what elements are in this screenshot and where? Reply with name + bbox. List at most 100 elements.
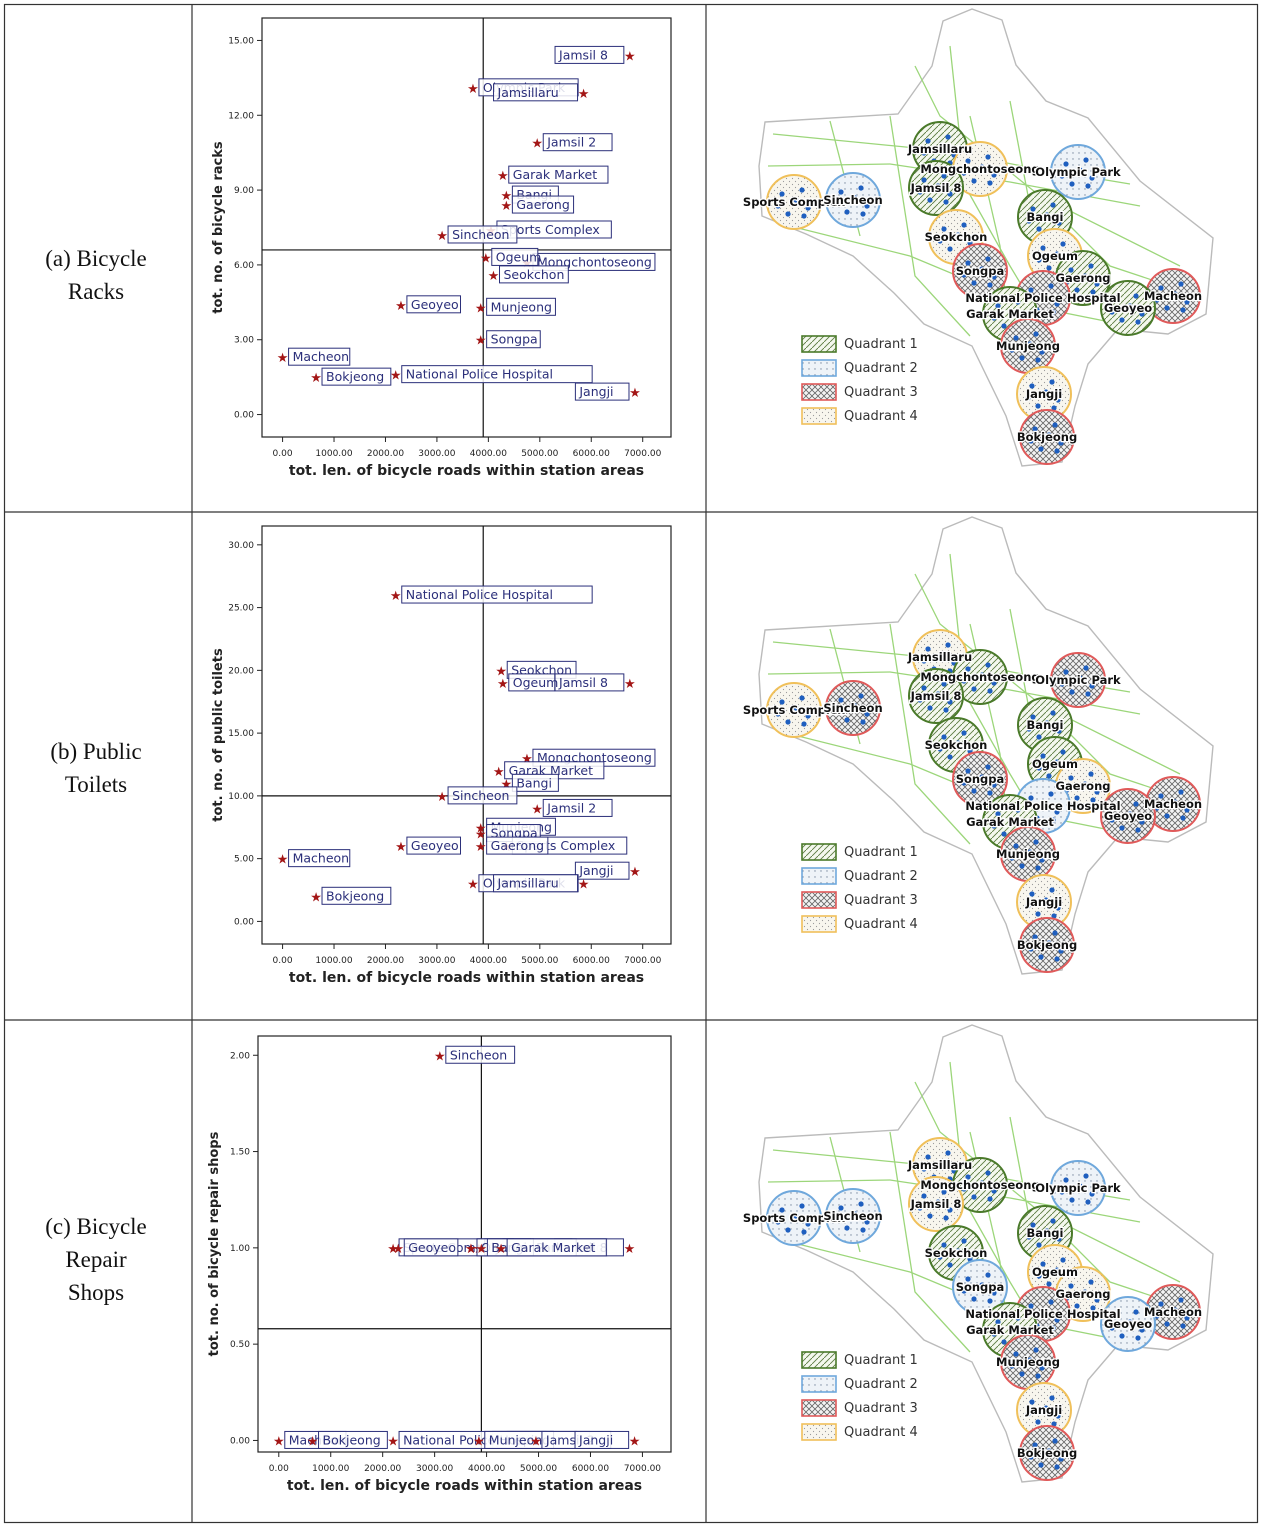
point-label-text: Munjeong: [489, 1432, 550, 1447]
facility-dot: [921, 177, 927, 183]
facility-dot: [1172, 799, 1178, 805]
facility-dot: [1054, 1267, 1060, 1273]
facility-dot: [1164, 1321, 1170, 1327]
x-tick-label: 6000.00: [572, 1464, 609, 1474]
point-label-geoyeo: Geoyeo: [403, 1238, 459, 1257]
x-axis-label: tot. len. of bicycle roads within statio…: [289, 970, 644, 986]
facility-dot: [864, 203, 870, 209]
facility-dot: [971, 788, 977, 794]
facility-dot: [1139, 311, 1145, 317]
facility-dot: [1184, 299, 1190, 305]
point-label-bangi: Bangi: [511, 773, 559, 792]
facility-dot: [1050, 1218, 1056, 1224]
map-legend: Quadrant 1 Quadrant 2 Quadrant 3 Quadrant 4: [801, 1351, 918, 1441]
facility-dot: [1158, 285, 1164, 291]
point-label-box: [403, 1238, 459, 1257]
facility-dot: [1032, 934, 1038, 940]
station-label-munjeong: Munjeong: [996, 1355, 1060, 1369]
station-label-gaerong: Gaerong: [1056, 1287, 1111, 1301]
facility-dot: [961, 1186, 967, 1192]
facility-dot: [991, 680, 997, 686]
facility-dot: [1015, 807, 1021, 813]
station-label-macheon: Macheon: [1144, 797, 1202, 811]
station-label-sincheon: Sincheon: [823, 1209, 882, 1223]
facility-dot: [1027, 1357, 1033, 1363]
point-label-box: [486, 297, 556, 316]
facility-dot: [1035, 1419, 1041, 1425]
facility-dot: [1127, 303, 1133, 309]
point-label-box: [493, 874, 579, 893]
facility-dot: [1027, 341, 1033, 347]
legend-swatch-quadrant-2: [801, 1375, 837, 1393]
point-label-sincheon: Sincheon: [447, 225, 518, 244]
point-label-songpa: Songpa: [486, 330, 541, 349]
x-tick-label: 1000.00: [315, 449, 352, 459]
station-buffer: [952, 243, 1008, 299]
point-jangji: ★: [629, 386, 641, 401]
facility-dot: [921, 1193, 927, 1199]
facility-dot: [971, 686, 977, 692]
legend-swatch-quadrant-2: [801, 359, 837, 377]
point-label-text: Ogeum: [513, 675, 559, 690]
station-label-bangi: Bangi: [1027, 210, 1064, 224]
facility-dot: [1154, 1313, 1160, 1319]
facility-dot: [801, 721, 807, 727]
point-ogeum: ★: [480, 251, 492, 266]
facility-dot: [985, 256, 991, 262]
legend-label-quadrant-1: Quadrant 1: [844, 337, 918, 352]
facility-dot: [1133, 1309, 1139, 1315]
x-tick-label: 5000.00: [520, 1464, 557, 1474]
point-label-box: [486, 836, 549, 855]
y-tick-label: 0.00: [234, 411, 254, 421]
point-label-box: [493, 83, 579, 102]
facility-dot: [941, 681, 947, 687]
point-jamsil-8: ★: [624, 677, 636, 692]
x-tick-label: 1000.00: [312, 1464, 349, 1474]
point-munjeong: ★: [475, 821, 487, 836]
legend-swatch-quadrant-4: [801, 915, 837, 933]
point-label-text: Bangi: [516, 775, 552, 790]
legend-swatch-quadrant-1: [801, 843, 837, 861]
legend-swatch-quadrant-3: [801, 891, 837, 909]
row-label-bicycle-racks: (a) Bicycle Racks: [45, 246, 147, 304]
facility-dot: [1028, 1303, 1034, 1309]
point-olympic-park: ★: [465, 1242, 477, 1257]
y-tick-label: 3.00: [234, 336, 254, 346]
station-label-songpa: Songpa: [956, 772, 1005, 786]
facility-dot: [1083, 1173, 1089, 1179]
facility-dot: [941, 1242, 947, 1248]
facility-dot: [1044, 212, 1050, 218]
facility-dot: [1019, 1371, 1025, 1377]
y-tick-label: 15.00: [228, 36, 254, 46]
facility-dot: [1178, 789, 1184, 795]
station-label-seokchon: Seokchon: [925, 738, 988, 752]
facility-dot: [1058, 948, 1064, 954]
facility-dot: [1039, 349, 1045, 355]
facility-dot: [1089, 683, 1095, 689]
facility-dot: [961, 272, 967, 278]
facility-dot: [1094, 1297, 1100, 1303]
facility-dot: [1184, 807, 1190, 813]
facility-dot: [1025, 1411, 1031, 1417]
facility-dot: [1077, 1183, 1083, 1189]
facility-dot: [1058, 440, 1064, 446]
facility-dot: [1051, 405, 1057, 411]
point-label-text: Jamsil 8: [558, 675, 608, 690]
facility-dot: [921, 1166, 927, 1172]
facility-dot: [1036, 257, 1042, 263]
map-legend: Quadrant 1 Quadrant 2 Quadrant 3 Quadrant 4: [801, 843, 918, 933]
y-axis-label: tot. no. of bicycle racks: [211, 141, 226, 314]
station-buffer: [1100, 788, 1156, 844]
point-label-box: [445, 1045, 516, 1064]
facility-dot: [1040, 753, 1046, 759]
facility-dot: [1054, 759, 1060, 765]
facility-dot: [834, 1217, 840, 1223]
facility-dot: [779, 191, 785, 197]
facility-dot: [793, 705, 799, 711]
facility-dot: [793, 197, 799, 203]
facility-dot: [1038, 1462, 1044, 1468]
facility-dot: [927, 705, 933, 711]
point-bokjeong: ★: [310, 890, 322, 905]
facility-dot: [1119, 1333, 1125, 1339]
bicycle-road: [889, 115, 971, 337]
